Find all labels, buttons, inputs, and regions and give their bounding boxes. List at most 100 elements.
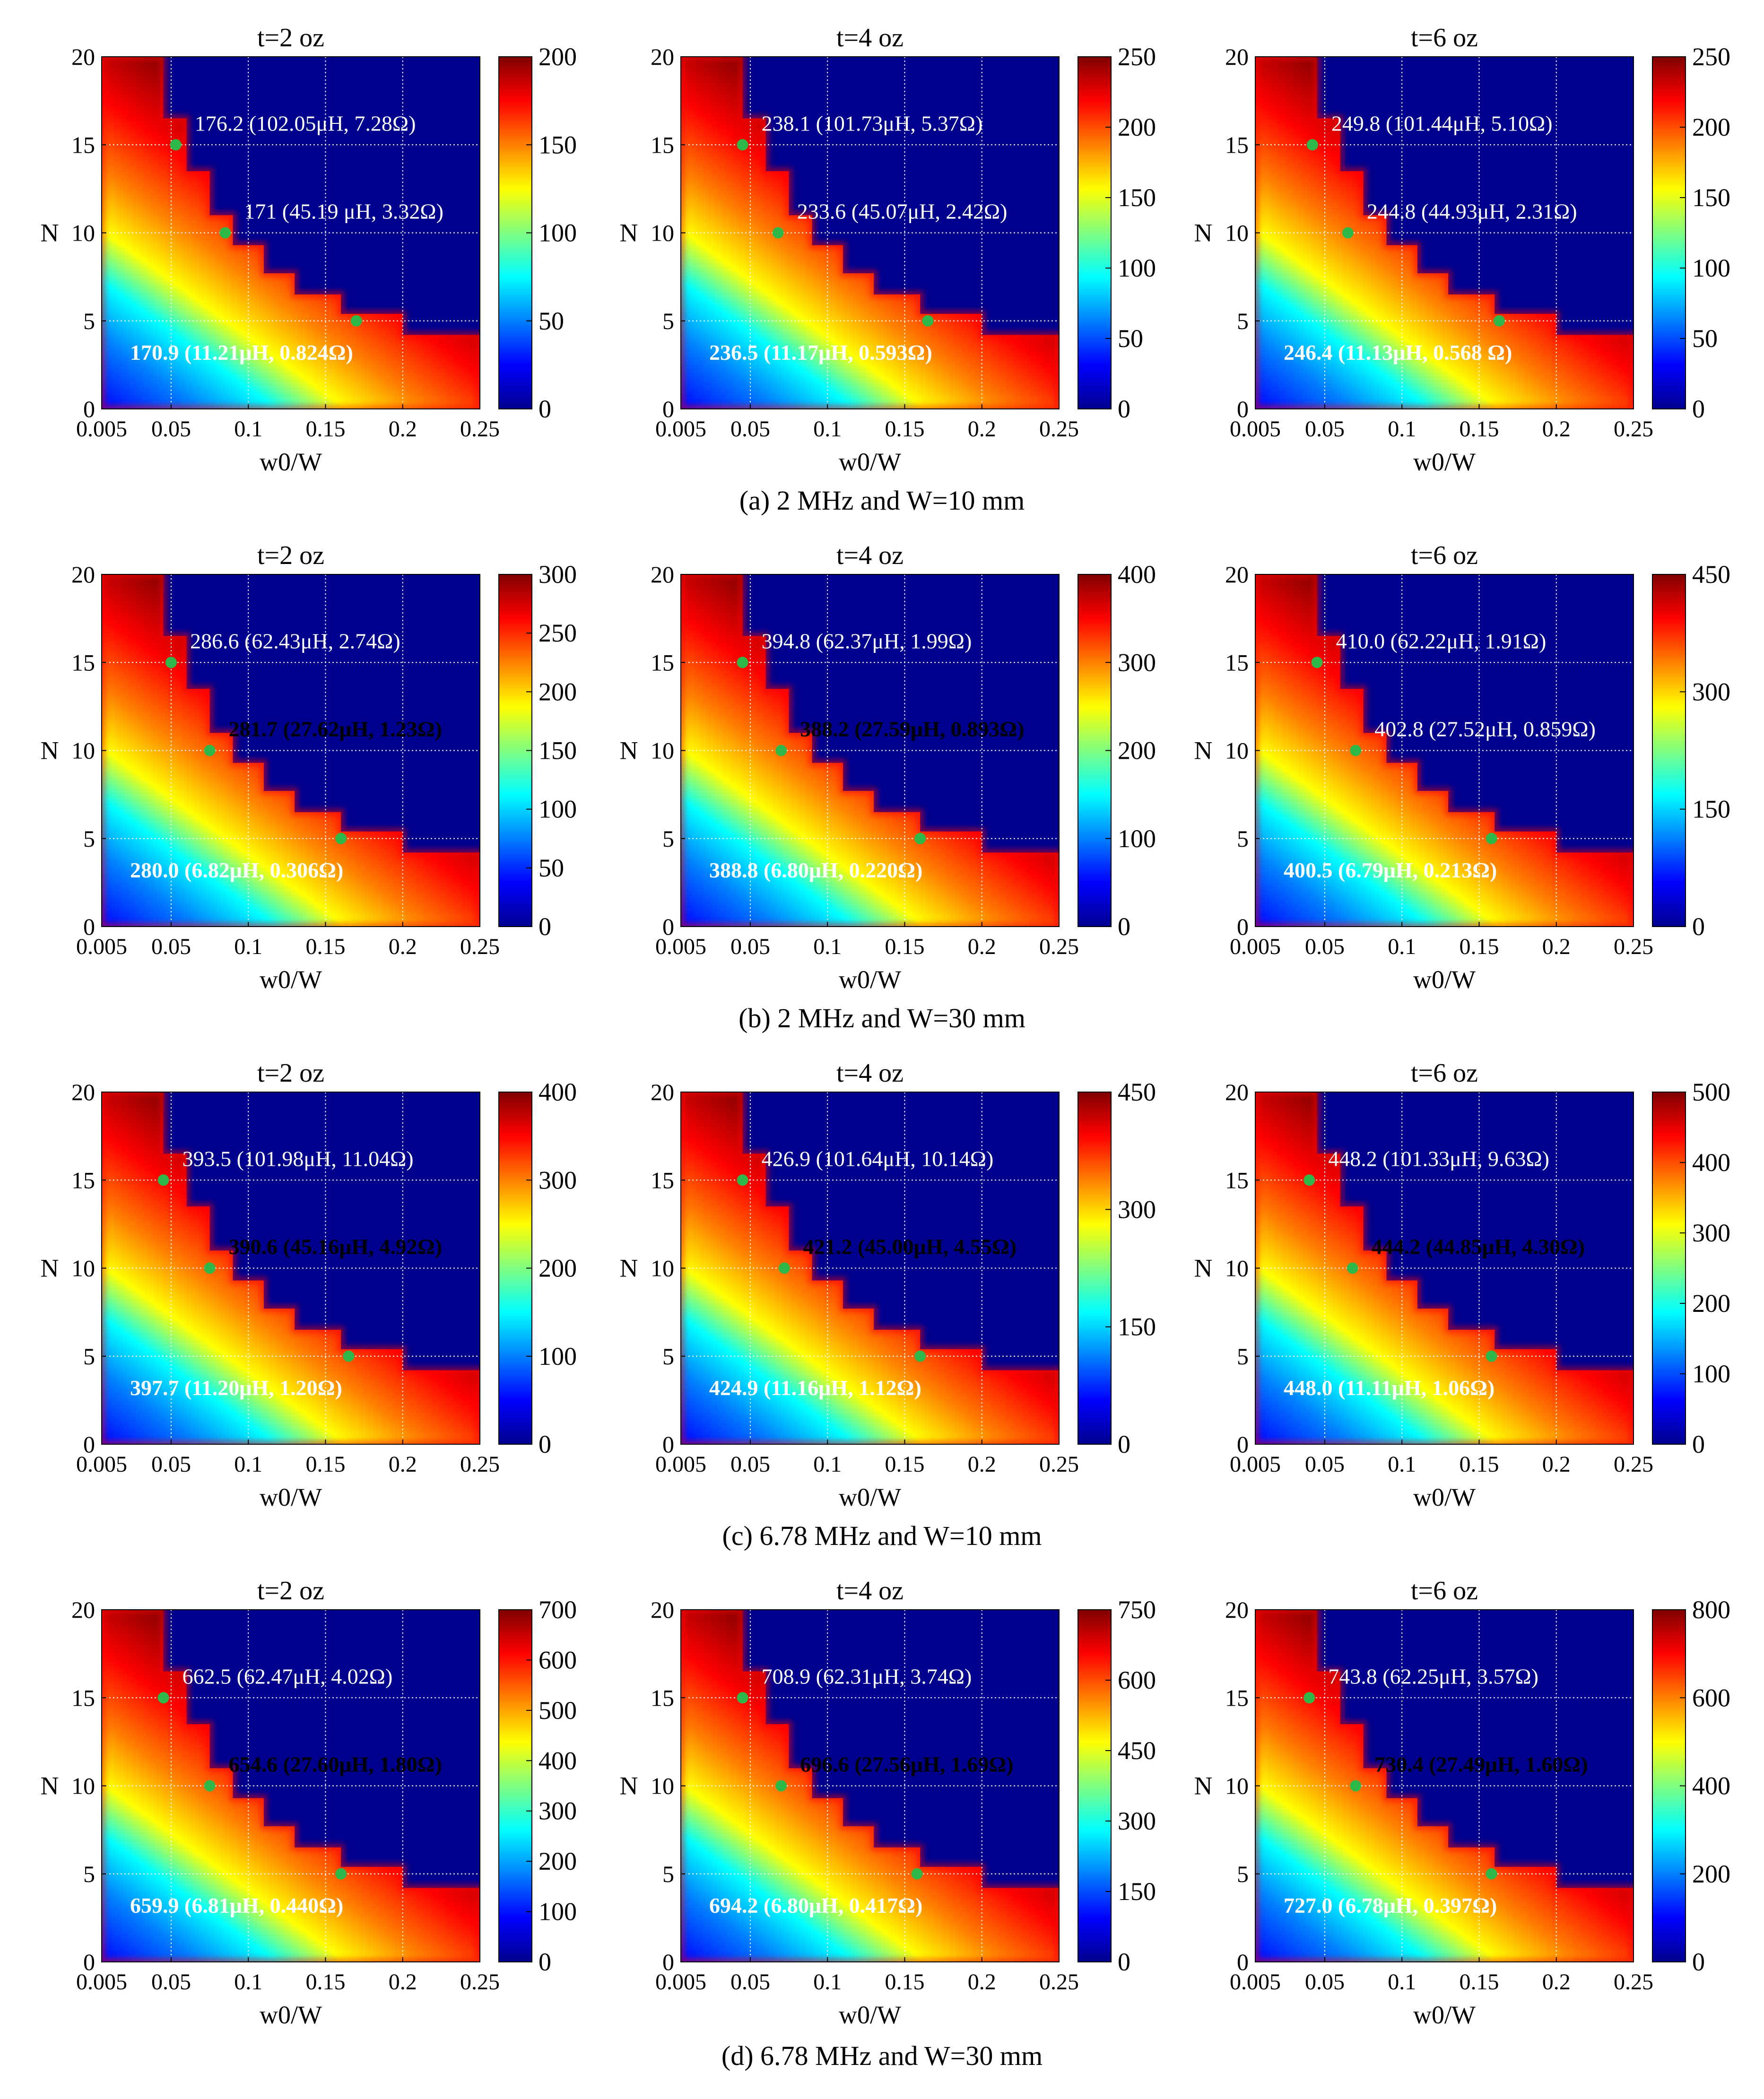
colorbar-tick-label: 300 — [539, 1166, 577, 1194]
colorbar-tick-label: 450 — [1692, 560, 1730, 589]
y-axis-label: N — [620, 737, 638, 765]
optimum-point-marker — [1350, 1780, 1362, 1792]
x-tick-label: 0.005 — [76, 934, 127, 959]
y-tick-label: 15 — [651, 1684, 674, 1711]
y-tick-label: 5 — [83, 825, 95, 852]
heatmap-boundary-glow — [681, 57, 1059, 409]
optimum-point-label: 708.9 (62.31μH, 3.74Ω) — [762, 1664, 972, 1688]
y-tick-label: 0 — [662, 396, 674, 422]
y-tick-label: 15 — [71, 1684, 95, 1711]
y-tick-label: 20 — [651, 43, 674, 70]
x-axis-label: w0/W — [260, 2001, 322, 2029]
y-tick-label: 20 — [1225, 1079, 1249, 1105]
row-caption-d: (d) 6.78 MHz and W=30 mm — [721, 2040, 1043, 2071]
colorbar-tick-label: 200 — [539, 677, 577, 706]
colorbar-tick-label: 200 — [539, 1254, 577, 1283]
y-tick-label: 0 — [1237, 1431, 1249, 1457]
colorbar-tick-label: 600 — [1118, 1666, 1156, 1694]
optimum-point-marker — [335, 1868, 347, 1880]
colorbar-tick-label: 200 — [539, 1847, 577, 1875]
optimum-point-label: 696.6 (27.56μH, 1.69Ω) — [800, 1752, 1013, 1777]
colorbar-tick-label: 150 — [539, 737, 577, 765]
x-tick-label: 0.25 — [1039, 1452, 1079, 1477]
x-tick-label: 0.1 — [234, 1969, 262, 1995]
chart-title: t=4 oz — [836, 1058, 904, 1088]
heatmap-area — [102, 574, 480, 927]
x-axis-label: w0/W — [260, 448, 322, 476]
y-tick-label: 20 — [651, 1079, 674, 1105]
optimum-point-label: 238.1 (101.73μH, 5.37Ω) — [762, 111, 983, 135]
colorbar-tick-label: 0 — [539, 912, 551, 941]
colorbar-tick-label: 100 — [1692, 1360, 1730, 1388]
chart-panel-1-2: 0.005 0.05 0.1 0.15 0.2 0.25 0 5 10 15 20 t=6 oz w0/… — [1194, 541, 1731, 994]
heatmap-area — [102, 57, 480, 409]
optimum-point-label: 694.2 (6.80μH, 0.417Ω) — [709, 1893, 922, 1917]
optimum-point-marker — [1306, 139, 1318, 151]
x-tick-label: 0.2 — [389, 1452, 417, 1477]
chart-title: t=2 oz — [257, 23, 324, 52]
colorbar-tick-label: 0 — [539, 395, 551, 423]
optimum-point-label: 448.2 (101.33μH, 9.63Ω) — [1328, 1146, 1549, 1171]
colorbar — [1078, 1092, 1112, 1445]
x-tick-label: 0.005 — [1230, 416, 1281, 442]
colorbar-tick-label: 0 — [1692, 1948, 1705, 1976]
x-axis-label: w0/W — [1413, 965, 1476, 994]
optimum-point-marker — [778, 1262, 790, 1274]
optimum-point-marker — [204, 1780, 216, 1792]
y-tick-label: 20 — [1225, 561, 1249, 588]
x-tick-label: 0.2 — [968, 1452, 996, 1477]
x-tick-label: 0.05 — [730, 934, 770, 959]
x-tick-label: 0.25 — [1614, 1452, 1653, 1477]
heatmap-area — [1255, 1092, 1634, 1444]
x-tick-label: 0.05 — [1305, 1452, 1345, 1477]
y-axis-label: N — [1194, 737, 1213, 765]
optimum-point-marker — [772, 227, 784, 239]
optimum-point-label: 281.7 (27.62μH, 1.23Ω) — [229, 717, 442, 741]
colorbar-tick-label: 50 — [1692, 324, 1718, 353]
colorbar-tick-label: 150 — [1118, 183, 1156, 212]
x-tick-label: 0.1 — [234, 934, 262, 959]
y-tick-label: 5 — [662, 308, 674, 334]
x-tick-label: 0.005 — [1230, 1969, 1281, 1995]
heatmap-area — [1255, 574, 1634, 927]
y-tick-label: 20 — [651, 1596, 674, 1623]
colorbar — [1652, 56, 1686, 409]
colorbar-tick-label: 400 — [1692, 1772, 1730, 1800]
y-tick-label: 0 — [662, 913, 674, 940]
x-tick-label: 0.15 — [885, 1452, 924, 1477]
colorbar-tick-label: 150 — [1118, 1313, 1156, 1341]
colorbar-tick-label: 0 — [1118, 1430, 1130, 1458]
optimum-point-marker — [1486, 833, 1497, 844]
x-axis-label: w0/W — [1413, 2001, 1476, 2029]
x-axis-label: w0/W — [260, 1483, 322, 1511]
y-tick-label: 10 — [1225, 1255, 1249, 1282]
colorbar-tick-label: 0 — [1118, 1948, 1130, 1976]
chart-panel-2-1: 0.005 0.05 0.1 0.15 0.2 0.25 0 5 10 15 20 t=4 oz w0/… — [620, 1058, 1156, 1511]
y-axis-label: N — [1194, 1772, 1213, 1800]
heatmap-area — [681, 1610, 1059, 1962]
y-tick-label: 15 — [1225, 131, 1249, 158]
optimum-point-marker — [219, 227, 231, 239]
colorbar-tick-label: 100 — [1118, 824, 1156, 853]
heatmap-area — [102, 1610, 480, 1962]
colorbar-tick-label: 50 — [539, 307, 564, 335]
optimum-point-marker — [335, 833, 347, 844]
colorbar-tick-label: 50 — [539, 854, 564, 882]
heatmap-boundary-glow — [1255, 1092, 1634, 1444]
y-tick-label: 10 — [651, 737, 674, 764]
optimum-point-label: 236.5 (11.17μH, 0.593Ω) — [709, 340, 932, 364]
y-tick-label: 5 — [662, 825, 674, 852]
x-tick-label: 0.15 — [305, 416, 345, 442]
colorbar-tick-label: 250 — [1692, 43, 1730, 71]
y-tick-label: 15 — [71, 131, 95, 158]
optimum-point-label: 730.4 (27.49μH, 1.60Ω) — [1374, 1752, 1588, 1777]
x-tick-label: 0.25 — [1614, 934, 1653, 959]
x-tick-label: 0.005 — [655, 1969, 706, 1995]
x-tick-label: 0.1 — [1388, 934, 1416, 959]
row-caption-b: (b) 2 MHz and W=30 mm — [739, 1003, 1025, 1033]
y-tick-label: 20 — [71, 1079, 95, 1105]
colorbar — [498, 1609, 532, 1962]
y-tick-label: 5 — [662, 1343, 674, 1370]
optimum-point-marker — [157, 1692, 169, 1704]
x-tick-label: 0.25 — [1039, 416, 1079, 442]
